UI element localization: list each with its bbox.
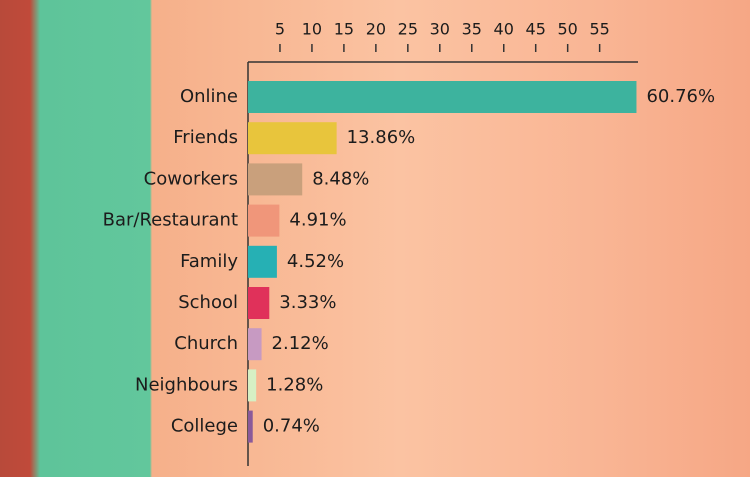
value-label: 3.33% (279, 292, 336, 313)
x-tick-label: 55 (589, 20, 609, 39)
category-label: College (171, 416, 238, 437)
value-label: 4.52% (287, 251, 344, 272)
value-label: 0.74% (263, 416, 320, 437)
bar (248, 410, 253, 443)
category-label: Coworkers (144, 168, 238, 189)
category-label: Family (180, 251, 238, 272)
value-label: 13.86% (347, 127, 416, 148)
x-tick-label: 50 (557, 20, 577, 39)
category-label: Bar/Restaurant (103, 210, 238, 231)
category-label: Neighbours (135, 374, 238, 395)
value-label: 8.48% (312, 168, 369, 189)
category-label: Online (180, 86, 238, 107)
value-label: 1.28% (266, 374, 323, 395)
value-label: 4.91% (289, 210, 346, 231)
bar (248, 122, 337, 155)
value-label: 2.12% (272, 333, 329, 354)
x-tick-label: 30 (430, 20, 450, 39)
x-tick-label: 40 (494, 20, 514, 39)
bar (248, 163, 303, 196)
x-tick-label: 15 (334, 20, 354, 39)
x-tick-label: 35 (462, 20, 482, 39)
bar (248, 204, 280, 237)
category-label: Friends (173, 127, 238, 148)
bar (248, 81, 637, 113)
bar (248, 287, 270, 319)
value-label: 60.76% (646, 86, 715, 107)
bar (248, 328, 262, 361)
bar (248, 245, 277, 278)
x-tick-label: 45 (526, 20, 546, 39)
category-label: Church (174, 333, 238, 354)
x-tick-label: 5 (275, 20, 285, 39)
x-tick-label: 10 (302, 20, 322, 39)
x-tick-label: 20 (366, 20, 386, 39)
bar (248, 369, 257, 402)
category-label: School (178, 292, 238, 313)
x-tick-label: 25 (398, 20, 418, 39)
